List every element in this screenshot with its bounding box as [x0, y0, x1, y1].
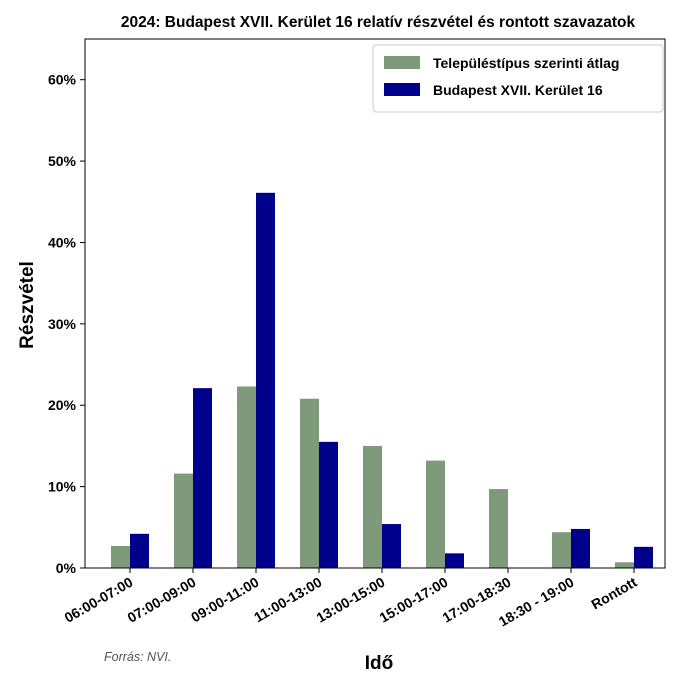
bar-district-0 [130, 533, 149, 568]
x-tick-label: 06:00-07:00 [61, 574, 135, 626]
y-tick-label: 50% [48, 153, 77, 169]
y-tick-label: 10% [48, 479, 77, 495]
bar-average-4 [363, 445, 382, 568]
bar-district-1 [193, 388, 212, 568]
y-tick-label: 60% [48, 72, 77, 88]
bar-average-5 [426, 460, 445, 568]
x-tick-label: 13:00-15:00 [313, 574, 387, 626]
source-note: Forrás: NVI. [104, 650, 171, 664]
bar-average-3 [300, 398, 319, 568]
x-tick-label: 09:00-11:00 [188, 574, 262, 626]
y-tick-label: 30% [48, 316, 77, 332]
bar-average-7 [552, 532, 571, 568]
y-tick-label: 0% [56, 560, 77, 576]
bar-district-8 [634, 546, 653, 568]
x-tick-label: 15:00-17:00 [376, 574, 450, 626]
y-tick-label: 40% [48, 234, 77, 250]
bar-district-2 [256, 192, 275, 568]
legend-swatch [384, 56, 420, 69]
x-tick-label: 07:00-09:00 [124, 574, 198, 626]
bar-average-2 [237, 386, 256, 568]
bar-district-4 [382, 524, 401, 568]
legend-swatch [384, 83, 420, 96]
x-axis-label: Idő [365, 653, 394, 674]
legend-box [372, 44, 664, 113]
x-tick-label: 11:00-13:00 [251, 574, 325, 626]
bar-district-7 [571, 528, 590, 568]
bar-district-3 [319, 441, 338, 568]
y-tick-label: 20% [48, 397, 77, 413]
bar-average-8 [615, 562, 634, 568]
bar-average-6 [489, 489, 508, 568]
bar-average-1 [174, 473, 193, 568]
bar-district-5 [445, 553, 464, 568]
legend-label: Budapest XVII. Kerület 16 [433, 82, 603, 98]
x-tick-label: Rontott [588, 574, 639, 613]
plot-area: 0% 10% 20% 30% 40% 50% 60% 06:00-07:0007:00-09:… [48, 38, 666, 630]
legend-label: Településtípus szerinti átlag [433, 55, 619, 71]
bar-average-0 [111, 546, 130, 568]
y-axis-label: Részvétel [17, 261, 38, 349]
chart-title: 2024: Budapest XVII. Kerület 16 relatív … [121, 14, 636, 31]
plot-frame [84, 38, 666, 569]
